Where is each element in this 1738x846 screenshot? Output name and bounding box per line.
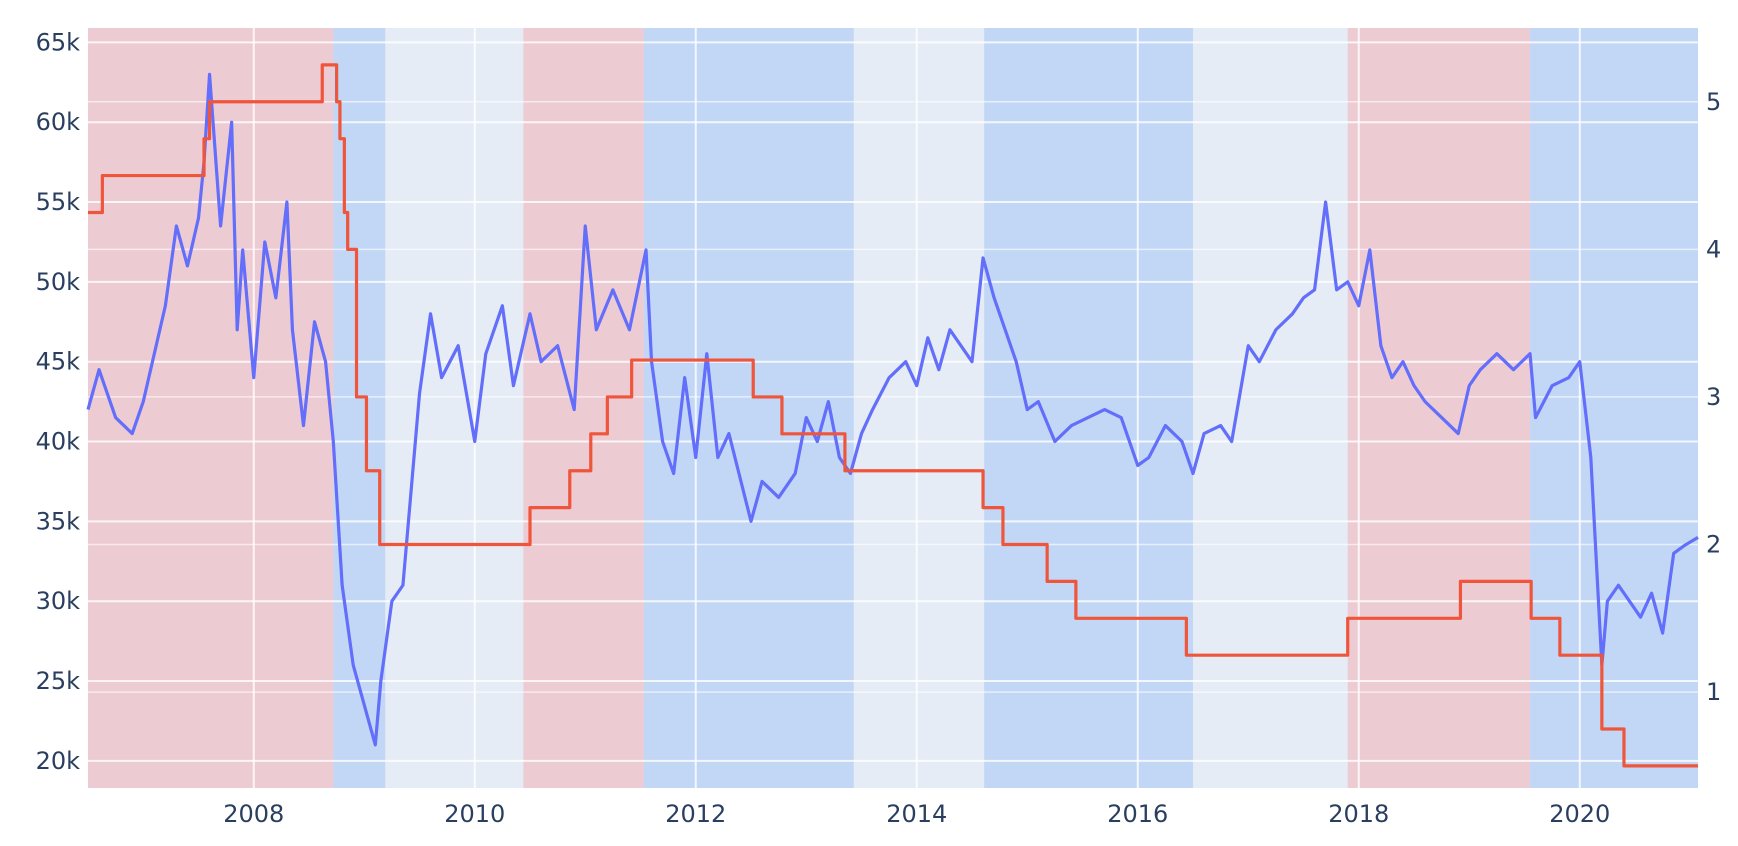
y-tick-label: 50k <box>36 268 81 296</box>
x-tick-label: 2010 <box>444 800 505 828</box>
regime-band <box>88 28 334 788</box>
gridlines <box>88 28 1698 788</box>
x-tick-label: 2020 <box>1549 800 1610 828</box>
price-series-line <box>86 72 1699 747</box>
x-tick-label: 2014 <box>886 800 947 828</box>
y-tick-label: 25k <box>36 667 81 695</box>
regime-band <box>643 28 854 788</box>
y-axis-ticks: 20k 25k 30k 35k 40k 45k 50k 55k 60k 65k <box>36 28 81 774</box>
y2-tick-label: 1 <box>1706 678 1721 706</box>
x-tick-label: 2012 <box>665 800 726 828</box>
y-tick-label: 55k <box>36 188 81 216</box>
y2-tick-label: 5 <box>1706 88 1721 116</box>
y2-tick-label: 4 <box>1706 235 1721 263</box>
x-tick-label: 2016 <box>1107 800 1168 828</box>
x-tick-label: 2018 <box>1328 800 1389 828</box>
y-tick-label: 65k <box>36 28 81 56</box>
regime-band <box>523 28 644 788</box>
y-tick-label: 40k <box>36 428 81 456</box>
series-lines <box>86 63 1699 768</box>
x-tick-label: 2008 <box>223 800 284 828</box>
regime-band <box>1530 28 1698 788</box>
x-axis-ticks: 2008 2010 2012 2014 2016 2018 2020 <box>223 800 1610 828</box>
y-tick-label: 60k <box>36 108 81 136</box>
y-tick-label: 35k <box>36 507 81 535</box>
regime-band <box>1347 28 1531 788</box>
y-tick-label: 45k <box>36 348 81 376</box>
y2-axis-ticks: 1 2 3 4 5 <box>1706 88 1721 706</box>
regime-bands <box>88 28 1698 788</box>
regime-band <box>984 28 1194 788</box>
step-series-line <box>88 63 1698 768</box>
y2-tick-label: 3 <box>1706 383 1721 411</box>
regime-band <box>333 28 386 788</box>
y-tick-label: 30k <box>36 587 81 615</box>
y-tick-label: 20k <box>36 747 81 775</box>
y2-tick-label: 2 <box>1706 531 1721 559</box>
